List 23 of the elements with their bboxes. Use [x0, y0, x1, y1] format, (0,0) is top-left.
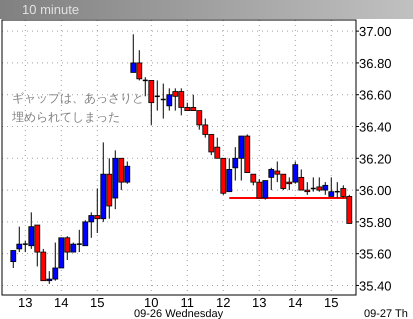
y-tick-label: 35.80: [359, 214, 392, 230]
annotation: ギャップは、あっさりと: [12, 91, 144, 105]
x-tick-label: 14: [54, 295, 69, 310]
y-tick-label: 36.00: [359, 183, 392, 198]
x-tick-label: 14: [288, 295, 303, 310]
x-tick-label: 15: [90, 295, 105, 310]
annotation: 09-26 Wednesday: [134, 308, 224, 319]
y-tick-label: 36.80: [359, 56, 392, 71]
annotation: 09-27 Th: [364, 308, 408, 319]
y-tick-label: 35.60: [359, 246, 392, 262]
x-tick-label: 15: [324, 295, 339, 310]
x-tick-label: 13: [252, 295, 267, 310]
y-tick-label: 36.20: [359, 151, 392, 166]
y-tick-label: 35.40: [359, 278, 392, 294]
annotation: 埋められてしまった: [12, 110, 120, 124]
y-tick-label: 36.40: [359, 120, 392, 135]
x-tick-label: 10: [144, 295, 159, 310]
y-tick-label: 37.00: [359, 24, 392, 40]
x-tick-label: 11: [180, 295, 194, 310]
x-tick-label: 12: [216, 295, 231, 310]
y-tick-label: 36.60: [359, 88, 392, 103]
title: 10 minute: [22, 2, 80, 17]
x-tick-label: 13: [18, 295, 33, 310]
